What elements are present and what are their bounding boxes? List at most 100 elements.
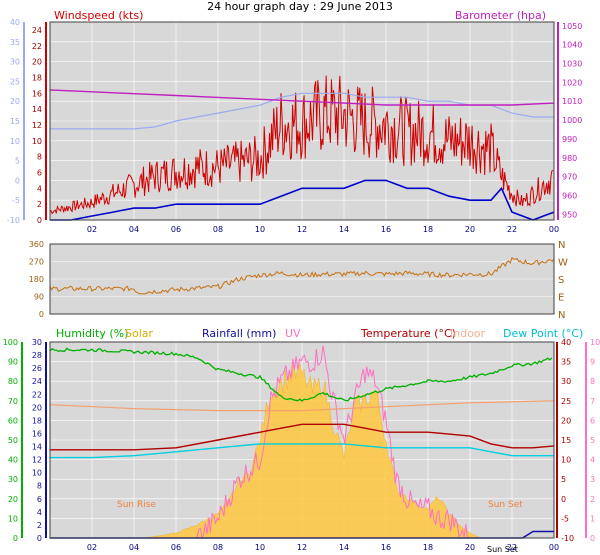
bottom-x-tick-label: 12 <box>297 543 307 552</box>
humidity-tick: 0 <box>13 534 18 543</box>
uv-line <box>196 345 470 540</box>
top-right-tick: 1020 <box>562 78 582 87</box>
humidity-tick: 20 <box>8 495 18 504</box>
humidity-tick: 80 <box>8 377 18 386</box>
uv-tick: 9 <box>590 358 595 367</box>
sunset-label: Sun Set <box>488 500 523 510</box>
rainfall-tick: 18 <box>32 416 42 425</box>
top-left-outer-tick: 30 <box>10 58 20 67</box>
top-right-tick: 1010 <box>562 97 582 106</box>
rainfall-tick: 8 <box>37 482 42 491</box>
temperature-tick: -5 <box>561 514 569 523</box>
top-right-tick: 1000 <box>562 116 582 125</box>
bottom-series <box>49 345 555 540</box>
top-left-inner-tick: 0 <box>37 216 42 225</box>
top-right-tick: 950 <box>562 210 577 219</box>
temperature-label: Temperature (°C) <box>360 327 456 340</box>
rainfall-tick: 30 <box>32 338 42 347</box>
uv-tick: 7 <box>590 397 595 406</box>
top-left-outer-tick: 15 <box>10 117 20 126</box>
top-x-tick-label: 10 <box>255 225 265 234</box>
humidity-tick: 60 <box>8 416 18 425</box>
top-left-outer-tick: 40 <box>10 18 20 27</box>
rainfall-label: Rainfall (mm) <box>202 327 276 340</box>
humidity-tick: 10 <box>8 514 18 523</box>
uv-tick: 6 <box>590 416 595 425</box>
top-left-inner-tick: 12 <box>32 121 42 130</box>
temperature-tick: 30 <box>561 377 571 386</box>
uv-tick: 3 <box>590 475 595 484</box>
temperature-tick: 0 <box>561 495 566 504</box>
rainfall-tick: 6 <box>37 495 42 504</box>
top-left-outer-tick: 35 <box>10 38 20 47</box>
wind-gust-line <box>49 75 554 215</box>
bottom-x-tick-label: 10 <box>255 543 265 552</box>
temperature-tick: 10 <box>561 456 571 465</box>
middle-left-tick: 360 <box>29 240 44 249</box>
top-axes: 02 0 4 06 08 10 12 14 16 18 20 22 00 40 35 30 25 20 15 1050… <box>7 18 582 234</box>
bottom-x-tick-label: 20 <box>465 543 475 552</box>
middle-right-compass-label: N <box>558 240 565 251</box>
rainfall-tick: 24 <box>32 377 42 386</box>
humidity-tick: 70 <box>8 397 18 406</box>
humidity-line <box>49 347 553 402</box>
humidity-tick: 90 <box>8 358 18 367</box>
top-left-outer-tick: 25 <box>10 77 20 86</box>
top-right-tick: 990 <box>562 135 577 144</box>
top-left-inner-tick: 14 <box>32 105 42 114</box>
dew-point-label: Dew Point (°C) <box>503 327 583 340</box>
rainfall-tick: 26 <box>32 364 42 373</box>
bottom-x-tick-label: 22 <box>507 543 517 552</box>
top-right-tick: 980 <box>562 154 577 163</box>
top-x-tick-label: 22 <box>507 225 517 234</box>
humidity-tick: 30 <box>8 475 18 484</box>
top-left-outer-tick: 20 <box>10 97 20 106</box>
rainfall-tick: 12 <box>32 456 42 465</box>
indoor-label: Indoor <box>450 327 486 340</box>
middle-right-compass-label: E <box>558 293 564 304</box>
top-right-tick: 960 <box>562 191 577 200</box>
x-axis-sunset-label: Sun Set <box>487 545 518 554</box>
temperature-tick: 25 <box>561 397 571 406</box>
top-x-tick-label: 06 <box>171 225 181 234</box>
top-right-tick: 970 <box>562 173 577 182</box>
middle-left-tick: 90 <box>34 293 44 302</box>
top-x-tick-label: 14 <box>339 225 349 234</box>
solar-area <box>144 362 481 539</box>
rainfall-tick: 10 <box>32 469 42 478</box>
bottom-x-tick-label: 08 <box>213 543 223 552</box>
uv-label: UV <box>285 327 301 340</box>
middle-left-tick: 0 <box>39 310 44 319</box>
barometer-label: Barometer (hpa) <box>455 9 546 22</box>
top-x-tick-label: 16 <box>381 225 391 234</box>
top-x-tick-label: 08 <box>213 225 223 234</box>
rainfall-tick: 0 <box>37 534 42 543</box>
bottom-x-tick-label: 02 <box>87 543 97 552</box>
temperature-tick: 5 <box>561 475 566 484</box>
bottom-x-tick-label: 04 <box>129 543 139 552</box>
bottom-x-tick-label: 18 <box>423 543 433 552</box>
uv-tick: 1 <box>590 514 595 523</box>
bottom-plot-frame <box>49 341 555 539</box>
top-right-tick: 1040 <box>562 41 582 50</box>
top-x-tick-label: 00 <box>549 225 559 234</box>
top-left-outer-tick: -5 <box>12 196 20 205</box>
uv-tick: 2 <box>590 495 595 504</box>
bottom-axes: 02 04 06 08 10 12 14 16 18 20 22 001009080706050403… <box>3 338 600 552</box>
top-right-tick: 1050 <box>562 22 582 31</box>
windspeed-label: Windspeed (kts) <box>54 9 143 22</box>
temperature-tick: 15 <box>561 436 571 445</box>
bottom-x-tick-label: 14 <box>339 543 349 552</box>
middle-right-compass-label: N <box>558 310 565 321</box>
bottom-x-tick-label: 06 <box>171 543 181 552</box>
solar-label: Solar <box>125 327 154 340</box>
top-x-tick-label: 20 <box>465 225 475 234</box>
indoor-temperature-line <box>49 400 555 412</box>
top-left-inner-tick: 8 <box>37 153 42 162</box>
top-left-inner-tick: 10 <box>32 137 42 146</box>
bottom-x-tick-label: 16 <box>381 543 391 552</box>
top-left-inner-tick: 4 <box>37 184 42 193</box>
uv-tick: 5 <box>590 436 595 445</box>
top-x-tick-label: 02 <box>87 225 97 234</box>
top-left-inner-tick: 18 <box>32 73 42 82</box>
